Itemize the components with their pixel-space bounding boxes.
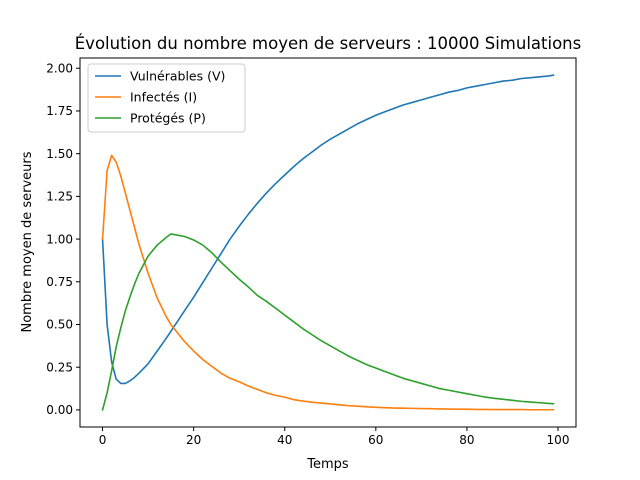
y-tick-label: 0.00: [46, 403, 73, 417]
y-tick-label: 0.25: [46, 360, 73, 374]
y-tick-label: 1.50: [46, 147, 73, 161]
y-tick-label: 0.75: [46, 275, 73, 289]
x-tick-label: 80: [459, 433, 474, 447]
y-axis-label: Nombre moyen de serveurs: [20, 151, 35, 332]
x-tick-label: 40: [277, 433, 292, 447]
y-tick-label: 1.25: [46, 190, 73, 204]
x-axis-label: Temps: [306, 457, 349, 472]
legend: Vulnérables (V) Infectés (I) Protégés (P): [87, 63, 246, 133]
y-tick-label: 1.75: [46, 104, 73, 118]
plot-area: [101, 74, 555, 411]
x-tick-label: 100: [547, 433, 570, 447]
y-tick-label: 2.00: [46, 61, 73, 75]
legend-entry: Infectés (I): [130, 90, 197, 105]
axes-frame: [79, 57, 577, 428]
x-tick-label: 20: [186, 433, 201, 447]
chart-title: Évolution du nombre moyen de serveurs : …: [75, 34, 581, 53]
series-line-1: [101, 74, 555, 385]
y-tick-label: 1.00: [46, 232, 73, 246]
series-line-3: [101, 233, 555, 411]
axis-ticks: 0 20 40 60 80 100 0.00 0.25 0.50 0.75 1.00 1.25 1.50…: [46, 61, 569, 447]
x-tick-label: 0: [99, 433, 107, 447]
series-line-2: [101, 154, 555, 411]
legend-box: [87, 63, 246, 133]
y-tick-label: 0.50: [46, 318, 73, 332]
legend-entry: Protégés (P): [130, 111, 206, 126]
legend-entry: Vulnérables (V): [130, 69, 225, 84]
x-tick-label: 60: [368, 433, 383, 447]
